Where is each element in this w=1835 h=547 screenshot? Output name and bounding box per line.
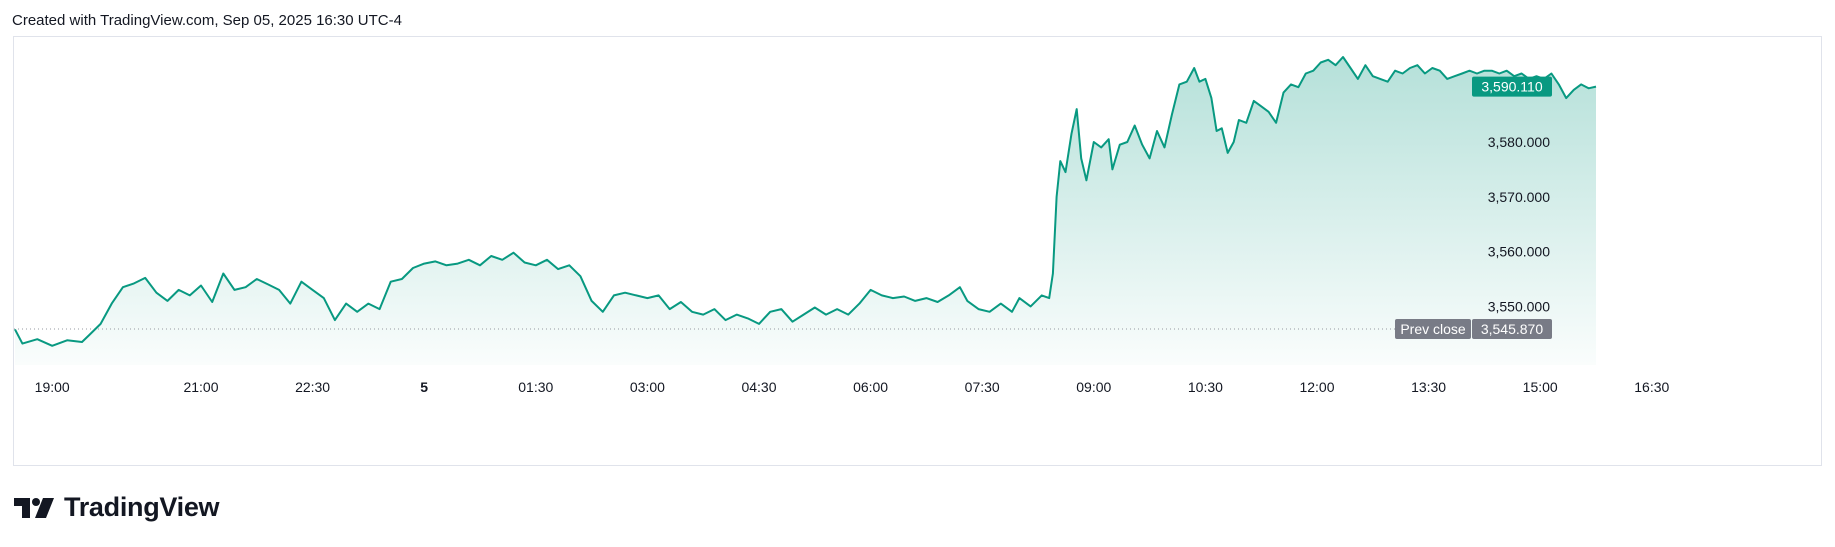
prev-close-badge	[1395, 319, 1471, 339]
time-tick-label: 04:30	[741, 379, 776, 395]
time-tick-label: 09:00	[1076, 379, 1111, 395]
prev-close-value-badge	[1472, 319, 1552, 339]
tradingview-wordmark: TradingView	[64, 492, 220, 522]
time-tick-label: 15:00	[1523, 379, 1558, 395]
last-price-label: 3,590.110	[1481, 79, 1542, 95]
last-price-badge	[1472, 76, 1552, 97]
time-tick-label: 07:30	[965, 379, 1000, 395]
price-chart[interactable]: 19:00 21:00 22:30 5 01:30 03:00 04:30 06:00 07:3…	[14, 37, 1821, 465]
time-tick-label: 12:00	[1299, 379, 1334, 395]
price-tick-label: 3,570.000	[1488, 189, 1550, 205]
created-with-caption: Created with TradingView.com, Sep 05, 20…	[12, 12, 402, 29]
plot-area	[14, 56, 1597, 365]
time-tick-label: 01:30	[518, 379, 553, 395]
time-tick-label: 21:00	[183, 379, 218, 395]
time-tick-label: 13:30	[1411, 379, 1446, 395]
time-tick-label: 06:00	[853, 379, 888, 395]
time-tick-label: 10:30	[1188, 379, 1223, 395]
price-line[interactable]	[14, 56, 1597, 347]
time-tick-label: 16:30	[1634, 379, 1669, 395]
chart-frame[interactable]: 19:00 21:00 22:30 5 01:30 03:00 04:30 06:00 07:3…	[13, 36, 1822, 466]
prev-close-label: Prev close	[1400, 321, 1466, 337]
tradingview-brand[interactable]: TradingView	[14, 492, 220, 523]
time-tick-label: 19:00	[35, 379, 70, 395]
time-axis: 19:00 21:00 22:30 5 01:30 03:00 04:30 06:00 07:3…	[35, 379, 1670, 395]
price-tick-label: 3,560.000	[1488, 244, 1550, 260]
price-tick-label: 3,550.000	[1488, 298, 1550, 314]
time-tick-label: 03:00	[630, 379, 665, 395]
tradingview-logo-icon	[14, 497, 54, 518]
price-tick-label: 3,580.000	[1488, 134, 1550, 150]
time-tick-label: 5	[420, 379, 428, 395]
prev-close-value: 3,545.870	[1481, 321, 1543, 337]
area-fill	[15, 57, 1596, 365]
price-axis: 3,550.000 3,560.000 3,570.000 3,580.000 3,59…	[1395, 76, 1552, 339]
time-tick-label: 22:30	[295, 379, 330, 395]
